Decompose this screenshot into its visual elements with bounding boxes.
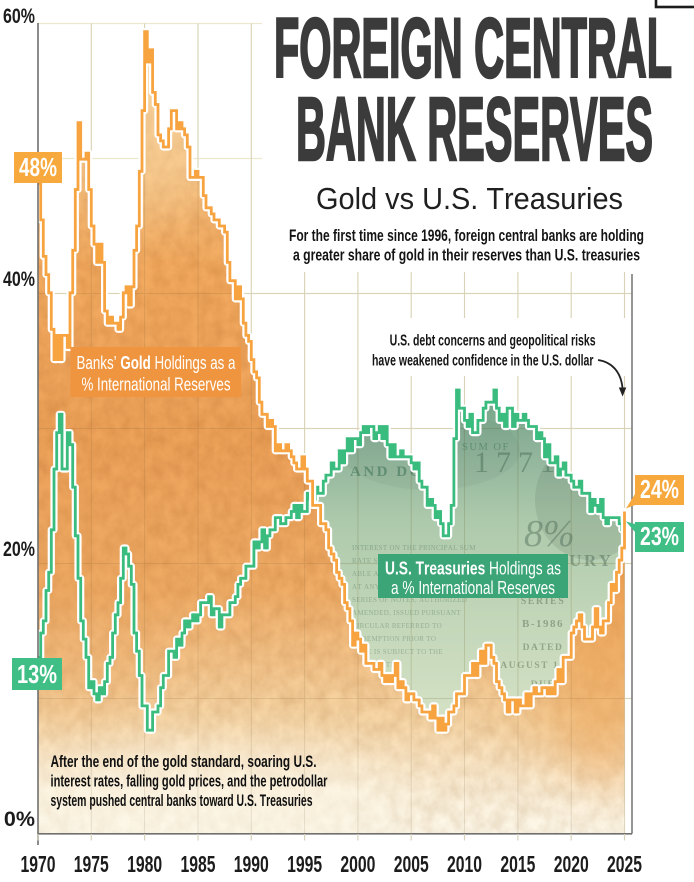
svg-text:E SUM OF: E SUM OF	[450, 442, 510, 453]
svg-text:INTEREST ON THE PRINCIPAL SUM: INTEREST ON THE PRINCIPAL SUM	[352, 544, 476, 552]
svg-text:NOTE IS SUBJECT TO THE: NOTE IS SUBJECT TO THE	[352, 648, 443, 656]
svg-text:FOREIGN CENTRAL: FOREIGN CENTRAL	[274, 1, 672, 95]
svg-text:Gold vs U.S. Treasuries: Gold vs U.S. Treasuries	[316, 181, 623, 216]
svg-text:a greater share of gold in the: a greater share of gold in their reserve…	[293, 247, 640, 265]
svg-text:BANK RESERVES: BANK RESERVES	[296, 80, 653, 180]
svg-text:DATED: DATED	[523, 643, 564, 653]
svg-text:20%: 20%	[3, 537, 35, 561]
svg-text:1995: 1995	[287, 851, 322, 877]
svg-text:2005: 2005	[394, 851, 429, 877]
svg-text:48%: 48%	[19, 152, 57, 182]
svg-text:24%: 24%	[640, 474, 679, 504]
svg-text:1985: 1985	[181, 851, 216, 877]
svg-text:After the end of the gold stan: After the end of the gold standard, soar…	[51, 753, 317, 771]
svg-text:AMENDED, ISSUED PURSUANT: AMENDED, ISSUED PURSUANT	[352, 609, 461, 617]
svg-text:have weakened confidence in th: have weakened confidence in the U.S. dol…	[372, 353, 594, 370]
svg-text:For the first time since 1996,: For the first time since 1996, foreign c…	[289, 227, 644, 245]
svg-text:1980: 1980	[127, 851, 162, 877]
svg-text:2000: 2000	[340, 851, 375, 877]
svg-text:U.S. debt concerns and geopoli: U.S. debt concerns and geopolitical risk…	[390, 333, 596, 350]
svg-text:1970: 1970	[21, 851, 56, 877]
svg-text:Banks’ Gold Holdings as a: Banks’ Gold Holdings as a	[77, 352, 237, 373]
svg-text:REDEMPTION PRIOR TO: REDEMPTION PRIOR TO	[352, 635, 436, 643]
svg-text:CIRCULAR REFERRED TO: CIRCULAR REFERRED TO	[352, 622, 442, 630]
svg-text:2020: 2020	[554, 851, 589, 877]
svg-text:13%: 13%	[17, 659, 57, 689]
svg-text:SERIES OF NOTES, AUTHORIZED: SERIES OF NOTES, AUTHORIZED	[352, 596, 467, 604]
svg-text:2025: 2025	[607, 851, 642, 877]
svg-text:23%: 23%	[640, 521, 679, 551]
svg-text:U.S. Treasuries Holdings as: U.S. Treasuries Holdings as	[385, 558, 561, 579]
svg-text:1990: 1990	[234, 851, 269, 877]
svg-text:60%: 60%	[3, 4, 35, 28]
svg-text:SERIES: SERIES	[521, 596, 566, 607]
svg-text:2010: 2010	[447, 851, 482, 877]
svg-text:interest rates, falling gold p: interest rates, falling gold prices, and…	[51, 773, 328, 791]
svg-text:% International Reserves: % International Reserves	[82, 374, 231, 395]
svg-text:0%: 0%	[4, 807, 35, 831]
svg-text:B-1986: B-1986	[522, 618, 564, 630]
svg-text:8%: 8%	[524, 513, 575, 555]
svg-text:AUGUST 10, 19: AUGUST 10, 19	[500, 661, 585, 671]
svg-text:system pushed central banks to: system pushed central banks toward U.S. …	[51, 792, 313, 810]
svg-text:1975: 1975	[74, 851, 109, 877]
svg-text:2015: 2015	[500, 851, 535, 877]
svg-text:a % International Reserves: a % International Reserves	[391, 577, 555, 598]
svg-text:40%: 40%	[3, 267, 35, 291]
